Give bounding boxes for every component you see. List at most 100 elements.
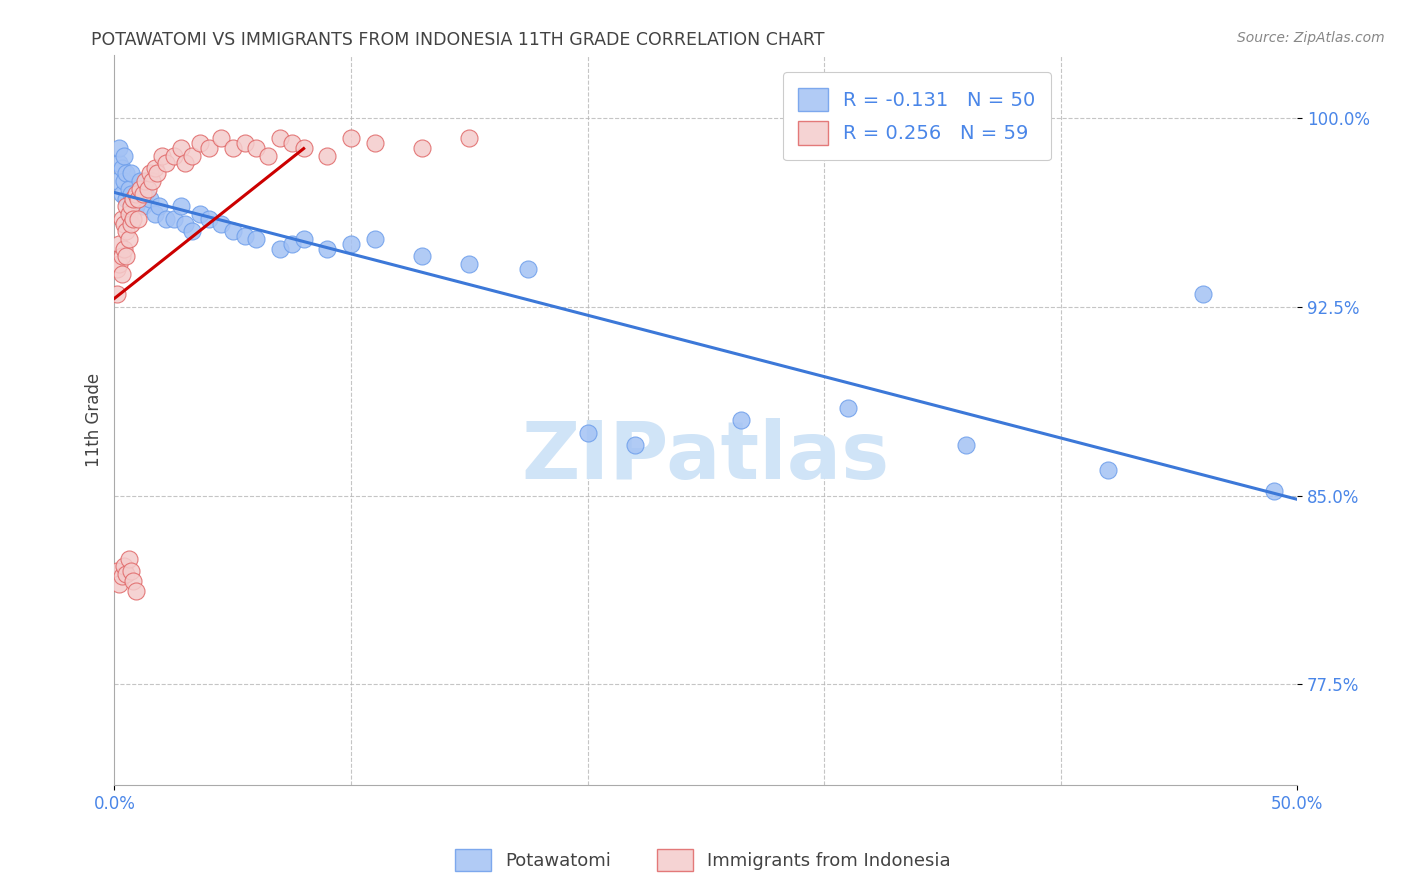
Point xyxy=(458,257,481,271)
Point xyxy=(517,262,540,277)
Point xyxy=(188,136,211,151)
Point xyxy=(112,217,135,231)
Point xyxy=(245,232,267,246)
Point xyxy=(730,413,752,427)
Point xyxy=(139,166,162,180)
Point xyxy=(115,192,138,206)
Point xyxy=(110,186,132,201)
Point xyxy=(117,207,139,221)
Legend: R = -0.131   N = 50, R = 0.256   N = 59: R = -0.131 N = 50, R = 0.256 N = 59 xyxy=(783,72,1050,161)
Point xyxy=(112,559,135,574)
Point xyxy=(108,156,131,170)
Point xyxy=(955,438,977,452)
Point xyxy=(257,149,280,163)
Point xyxy=(411,250,433,264)
Point xyxy=(624,438,647,452)
Point xyxy=(340,236,363,251)
Point xyxy=(115,199,138,213)
Point xyxy=(188,207,211,221)
Point xyxy=(292,141,315,155)
Point xyxy=(155,156,177,170)
Point xyxy=(120,186,142,201)
Point xyxy=(198,211,221,226)
Point xyxy=(115,166,138,180)
Point xyxy=(122,192,145,206)
Point xyxy=(136,181,159,195)
Point xyxy=(122,192,145,206)
Point xyxy=(105,564,128,578)
Point xyxy=(141,174,163,188)
Point xyxy=(108,576,131,591)
Point xyxy=(269,242,291,256)
Point xyxy=(117,211,139,226)
Point xyxy=(221,224,243,238)
Y-axis label: 11th Grade: 11th Grade xyxy=(86,373,103,467)
Point xyxy=(316,242,339,256)
Point xyxy=(127,192,149,206)
Point xyxy=(174,156,197,170)
Point xyxy=(1191,287,1213,301)
Point xyxy=(174,217,197,231)
Point xyxy=(110,250,132,264)
Point xyxy=(110,569,132,583)
Point xyxy=(134,174,156,188)
Point xyxy=(209,131,232,145)
Point xyxy=(233,136,256,151)
Point xyxy=(120,564,142,578)
Point xyxy=(115,566,138,581)
Point xyxy=(112,174,135,188)
Point xyxy=(221,141,243,155)
Text: Source: ZipAtlas.com: Source: ZipAtlas.com xyxy=(1237,31,1385,45)
Point xyxy=(120,199,142,213)
Point xyxy=(108,141,131,155)
Point xyxy=(108,236,131,251)
Point xyxy=(162,149,184,163)
Point xyxy=(458,131,481,145)
Point xyxy=(150,149,173,163)
Point xyxy=(127,211,149,226)
Point xyxy=(105,287,128,301)
Point xyxy=(1097,463,1119,477)
Point xyxy=(115,224,138,238)
Point xyxy=(209,217,232,231)
Point xyxy=(162,211,184,226)
Point xyxy=(129,174,152,188)
Point xyxy=(105,262,128,277)
Point xyxy=(576,425,599,440)
Point xyxy=(363,232,385,246)
Point xyxy=(122,211,145,226)
Point xyxy=(143,161,166,176)
Point xyxy=(233,229,256,244)
Text: POTAWATOMI VS IMMIGRANTS FROM INDONESIA 11TH GRADE CORRELATION CHART: POTAWATOMI VS IMMIGRANTS FROM INDONESIA … xyxy=(91,31,825,49)
Point xyxy=(125,186,148,201)
Point xyxy=(117,551,139,566)
Point xyxy=(129,181,152,195)
Point xyxy=(117,181,139,195)
Point xyxy=(281,136,304,151)
Point xyxy=(134,186,156,201)
Point xyxy=(340,131,363,145)
Point xyxy=(132,199,155,213)
Point xyxy=(110,161,132,176)
Point xyxy=(122,574,145,589)
Point xyxy=(169,141,191,155)
Point xyxy=(363,136,385,151)
Point xyxy=(411,141,433,155)
Point xyxy=(139,192,162,206)
Point xyxy=(269,131,291,145)
Text: ZIPatlas: ZIPatlas xyxy=(522,417,890,496)
Point xyxy=(110,267,132,281)
Point xyxy=(316,149,339,163)
Point xyxy=(125,199,148,213)
Point xyxy=(112,149,135,163)
Point xyxy=(105,174,128,188)
Point xyxy=(148,199,170,213)
Point xyxy=(155,211,177,226)
Point xyxy=(281,236,304,251)
Point xyxy=(181,224,204,238)
Point xyxy=(117,232,139,246)
Point xyxy=(1263,483,1285,498)
Point xyxy=(120,217,142,231)
Point xyxy=(110,211,132,226)
Point xyxy=(837,401,859,415)
